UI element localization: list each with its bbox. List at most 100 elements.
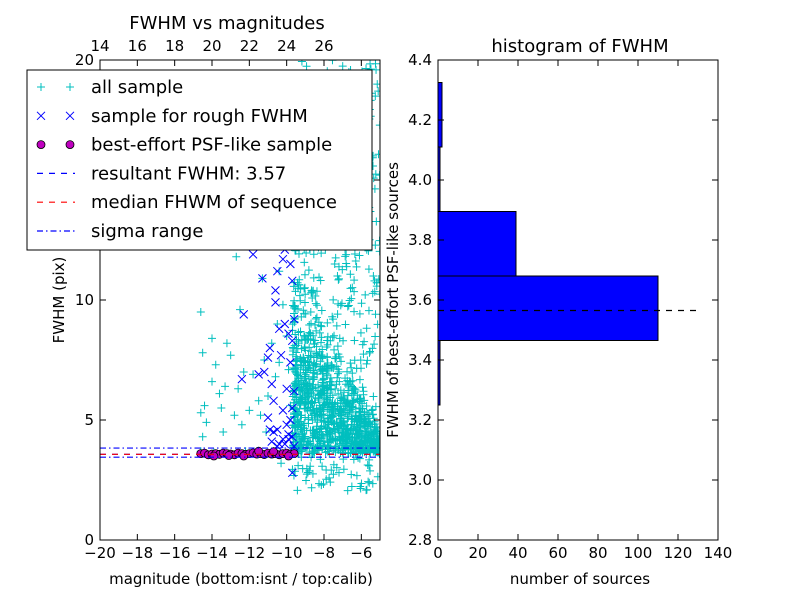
all-sample-point xyxy=(329,460,338,469)
all-sample-point xyxy=(369,430,378,439)
all-sample-point xyxy=(343,412,352,421)
rough-fwhm-point xyxy=(278,254,288,264)
all-sample-point xyxy=(346,270,355,279)
all-sample-point xyxy=(307,347,316,356)
all-sample-point xyxy=(308,426,317,435)
rough-fwhm-point xyxy=(272,425,282,434)
rough-fwhm-point xyxy=(287,432,297,442)
legend-marker-x xyxy=(36,111,46,121)
all-sample-point xyxy=(309,405,318,414)
rough-fwhm-point xyxy=(282,420,292,430)
all-sample-point xyxy=(329,470,338,479)
all-sample-point xyxy=(293,486,302,495)
x-tick-label: 80 xyxy=(588,544,607,562)
all-sample-point xyxy=(368,344,377,353)
all-sample-point xyxy=(363,446,372,455)
all-sample-point xyxy=(329,295,338,304)
all-sample-point xyxy=(301,368,310,377)
all-sample-point xyxy=(329,404,338,413)
rough-fwhm-point xyxy=(269,427,278,437)
all-sample-point xyxy=(262,428,271,436)
all-sample-point xyxy=(297,411,306,420)
all-sample-point xyxy=(202,418,211,427)
legend-label: sample for rough FWHM xyxy=(91,106,308,127)
legend-entry: best-effort PSF-like sample xyxy=(36,135,332,156)
all-sample-point xyxy=(327,418,336,427)
all-sample-point xyxy=(317,481,326,490)
all-sample-point xyxy=(350,336,359,345)
all-sample-point xyxy=(322,427,331,436)
all-sample-point xyxy=(357,479,366,488)
all-sample-point xyxy=(331,384,340,393)
y-tick-label: 3.2 xyxy=(408,411,432,429)
legend-items: all sample sample for rough FWHM best-effo… xyxy=(36,77,337,242)
all-sample-point xyxy=(256,411,265,420)
all-sample-point xyxy=(328,406,337,415)
all-sample-point xyxy=(351,257,360,266)
all-sample-point xyxy=(303,381,312,390)
all-sample-point xyxy=(361,290,370,299)
all-sample-point xyxy=(313,412,322,421)
rough-fwhm-point xyxy=(267,379,277,389)
all-sample-point xyxy=(335,334,344,343)
y-tick-label: 4.2 xyxy=(408,111,432,129)
all-sample-point xyxy=(304,330,313,339)
all-sample-point xyxy=(333,310,342,319)
all-sample-point xyxy=(356,438,365,447)
histogram-bar xyxy=(437,275,659,341)
all-sample-point xyxy=(336,301,345,310)
top-x-tick-label: 20 xyxy=(202,37,221,55)
all-sample-point xyxy=(311,362,320,371)
all-sample-point xyxy=(330,260,339,269)
legend-entry: median FHWM of sequence xyxy=(37,192,337,213)
y-tick-label: 0 xyxy=(84,531,94,549)
legend-label: median FHWM of sequence xyxy=(91,192,337,213)
all-sample-point xyxy=(328,434,337,443)
all-sample-point xyxy=(284,365,293,374)
all-sample-point xyxy=(370,340,379,349)
x-tick-label: −18 xyxy=(122,544,154,562)
all-sample-point xyxy=(341,400,350,409)
all-sample-point xyxy=(211,360,220,369)
all-sample-point xyxy=(254,396,263,405)
all-sample-point xyxy=(315,273,324,282)
all-sample-point xyxy=(366,466,375,475)
all-sample-point xyxy=(288,350,297,359)
rough-fwhm-point xyxy=(237,374,247,384)
all-sample-point xyxy=(305,358,314,367)
psf-sample-point xyxy=(269,447,279,457)
all-sample-point xyxy=(300,258,309,267)
all-sample-point xyxy=(309,441,318,450)
histogram-title: histogram of FWHM xyxy=(491,36,668,57)
all-sample-point xyxy=(307,443,316,452)
all-sample-point xyxy=(332,352,341,361)
all-sample-point xyxy=(325,444,334,453)
rough-fwhm-point xyxy=(286,259,295,269)
all-sample-point xyxy=(290,382,299,391)
all-sample-point xyxy=(315,425,324,434)
all-sample-point xyxy=(318,364,327,373)
legend-entry: sample for rough FWHM xyxy=(36,106,308,127)
all-sample-point xyxy=(331,354,340,363)
all-sample-point xyxy=(371,332,380,341)
legend-marker-circle xyxy=(36,140,46,150)
all-sample-point xyxy=(363,461,372,470)
rough-fwhm-point xyxy=(278,406,288,415)
all-sample-point xyxy=(372,437,380,446)
all-sample-point xyxy=(331,427,340,436)
all-sample-point xyxy=(311,299,320,308)
histogram-plot-area xyxy=(437,82,698,406)
all-sample-point xyxy=(347,294,356,303)
x-tick-label: −10 xyxy=(271,544,303,562)
all-sample-point xyxy=(291,378,300,387)
all-sample-point xyxy=(341,435,350,444)
all-sample-point xyxy=(309,449,318,458)
all-sample-point xyxy=(317,306,326,315)
all-sample-point xyxy=(292,393,301,402)
all-sample-point xyxy=(364,306,373,315)
all-sample-point xyxy=(355,397,364,406)
all-sample-point xyxy=(334,365,343,374)
all-sample-point xyxy=(271,372,280,381)
all-sample-point xyxy=(293,416,302,425)
all-sample-point xyxy=(348,382,357,391)
